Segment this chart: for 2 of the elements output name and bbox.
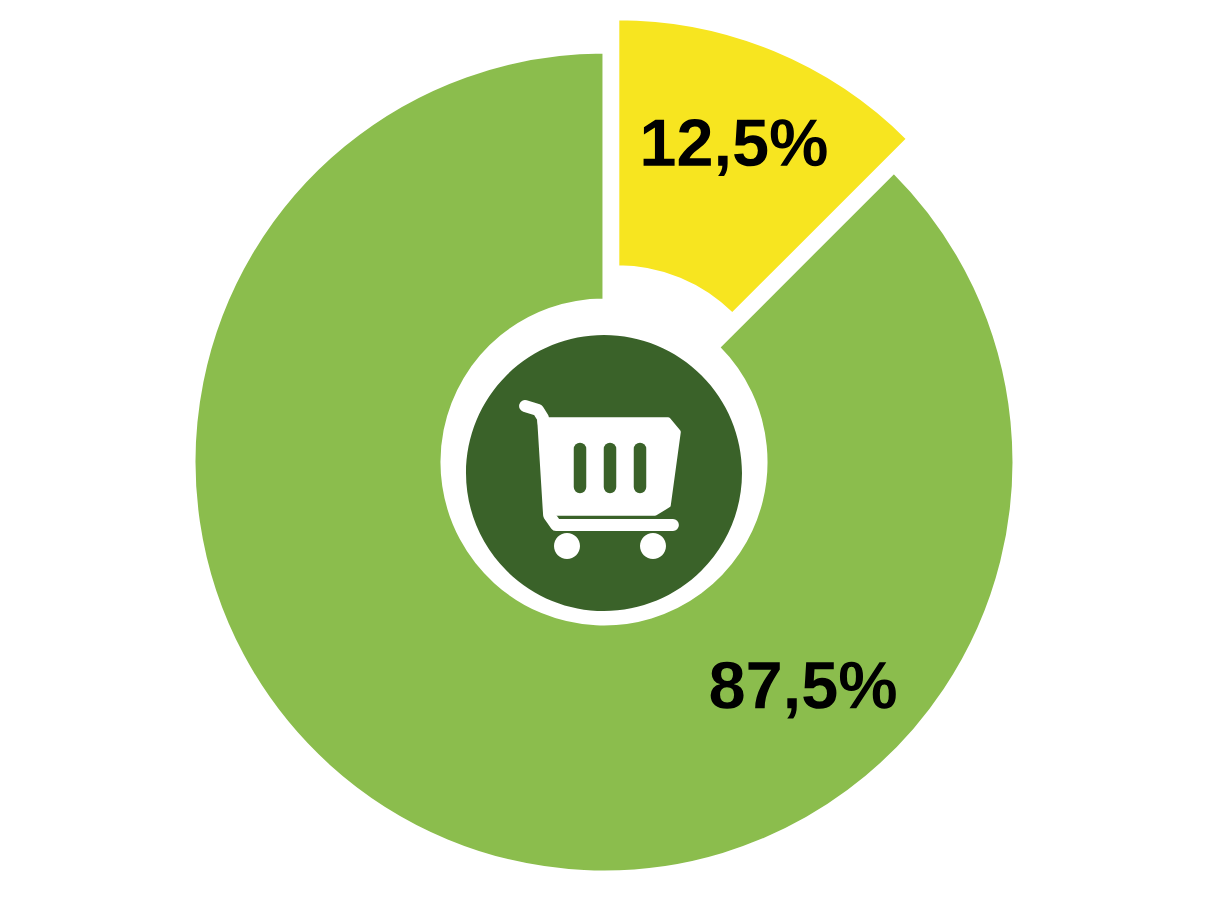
data-label: 87,5% [710,661,896,719]
data-label: 12,5% [643,119,827,176]
